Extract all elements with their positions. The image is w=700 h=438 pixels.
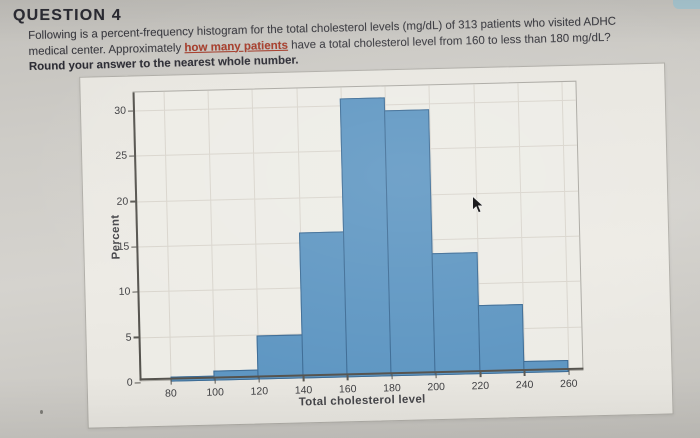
histogram-bar-240-260 (523, 360, 569, 374)
histogram-bar-160-180 (339, 97, 392, 378)
question-emphasis: how many patients (184, 39, 289, 54)
x-tick-label: 160 (338, 383, 357, 396)
y-tick-mark (127, 110, 135, 112)
dust-speck (40, 410, 43, 414)
histogram-bar-120-140 (256, 334, 304, 380)
histogram-bar-140-160 (298, 231, 348, 379)
y-tick-mark (134, 381, 141, 384)
y-tick-mark (130, 200, 137, 203)
y-tick-mark (129, 155, 136, 158)
y-tick-label: 5 (125, 331, 132, 344)
y-tick-mark (131, 246, 138, 248)
y-tick-label: 25 (115, 150, 128, 163)
x-tick-mark (170, 379, 172, 385)
histogram-bar-220-240 (477, 304, 525, 375)
y-tick-mark (133, 336, 140, 339)
mouse-cursor-icon (472, 195, 485, 214)
x-tick-mark (302, 376, 305, 382)
y-tick-label: 10 (118, 286, 131, 299)
x-tick-label: 140 (294, 384, 313, 397)
x-tick-label: 240 (515, 378, 534, 392)
x-tick-label: 80 (164, 387, 177, 400)
y-tick-mark (132, 291, 139, 293)
chart-panel: 0 5 10 15 20 25 30 80 100 120 140 160 180 200 220 240 26… (79, 62, 674, 429)
x-tick-mark (435, 373, 437, 379)
x-tick-mark (523, 371, 526, 377)
x-tick-mark (346, 375, 349, 381)
histogram-bar-180-200 (384, 108, 436, 377)
x-tick-label: 260 (559, 377, 578, 391)
x-tick-label: 100 (206, 386, 225, 399)
x-tick-label: 180 (383, 382, 401, 395)
x-tick-mark (391, 374, 393, 380)
x-tick-label: 200 (427, 380, 446, 394)
x-tick-label: 220 (471, 379, 490, 393)
x-tick-mark (258, 377, 261, 383)
x-tick-label: 120 (250, 385, 269, 398)
page-title: QUESTION 4 (13, 7, 122, 24)
y-tick-label: 0 (126, 376, 133, 389)
histogram-plot: 0 5 10 15 20 25 30 80 100 120 140 160 180 200 220 240 26… (114, 80, 584, 400)
question-segment: medical center. Approximately (28, 41, 185, 58)
histogram-bar-200-220 (431, 251, 481, 376)
x-tick-mark (479, 372, 482, 378)
y-axis-title: Percent (109, 214, 123, 260)
x-tick-mark (214, 378, 216, 384)
top-right-tab-remnant (673, 0, 700, 9)
x-tick-mark (567, 369, 570, 375)
y-tick-label: 30 (114, 104, 127, 118)
